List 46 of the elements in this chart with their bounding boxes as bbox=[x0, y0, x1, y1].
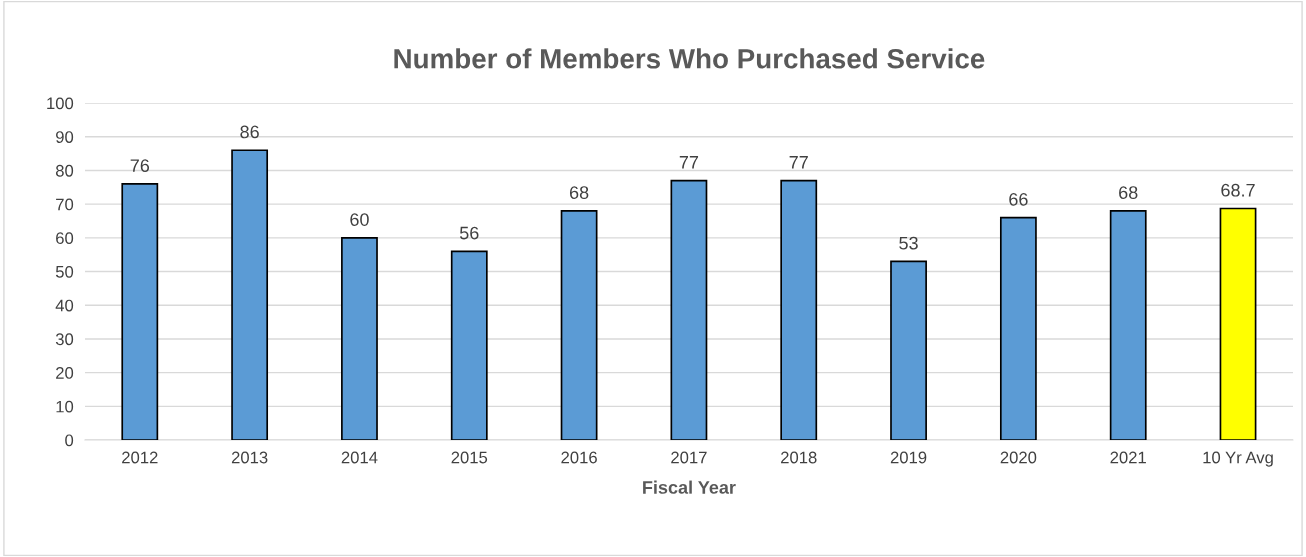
data-label: 66 bbox=[1009, 192, 1028, 206]
bar bbox=[670, 179, 708, 441]
y-tick-label: 50 bbox=[55, 265, 74, 278]
y-tick-label: 20 bbox=[56, 367, 74, 379]
bar bbox=[890, 260, 927, 441]
x-tick-label: 2015 bbox=[451, 451, 488, 464]
data-label: 68 bbox=[569, 186, 589, 199]
x-tick-label: 2014 bbox=[341, 451, 378, 464]
bar bbox=[560, 210, 598, 441]
x-tick-label: 2018 bbox=[781, 451, 817, 464]
data-label: 76 bbox=[130, 159, 150, 173]
bar bbox=[121, 183, 159, 441]
y-tick-label: 70 bbox=[56, 198, 74, 211]
chart-title: Number of Members Who Purchased Service bbox=[394, 48, 985, 69]
y-tick-label: 10 bbox=[56, 400, 74, 413]
data-label: 77 bbox=[789, 156, 808, 169]
data-label: 77 bbox=[679, 156, 699, 169]
y-tick-label: 40 bbox=[55, 299, 74, 312]
y-tick-label: 90 bbox=[56, 131, 74, 143]
bar bbox=[231, 149, 269, 441]
y-tick-label: 0 bbox=[65, 434, 74, 447]
bar bbox=[341, 237, 378, 441]
y-tick-label: 30 bbox=[55, 333, 74, 346]
bar bbox=[1109, 210, 1147, 441]
data-label: 68.7 bbox=[1221, 183, 1255, 197]
x-tick-label: 2021 bbox=[1110, 451, 1146, 464]
bar bbox=[450, 250, 488, 441]
y-tick-label: 60 bbox=[56, 232, 74, 245]
y-tick-label: 80 bbox=[55, 164, 74, 177]
data-label: 60 bbox=[350, 213, 369, 226]
x-tick-label: 2012 bbox=[122, 451, 158, 464]
bar bbox=[780, 179, 818, 441]
data-label: 68 bbox=[1119, 186, 1138, 199]
bar bbox=[1219, 207, 1257, 441]
x-tick-label: 2017 bbox=[671, 451, 707, 464]
data-label: 86 bbox=[240, 125, 259, 139]
x-tick-label: 2019 bbox=[890, 451, 927, 464]
x-tick-label: 2013 bbox=[231, 451, 268, 464]
x-tick-label: 2020 bbox=[1000, 451, 1037, 464]
bar bbox=[999, 216, 1037, 441]
y-tick-label: 100 bbox=[47, 97, 74, 110]
data-label: 56 bbox=[459, 226, 479, 240]
x-tick-label: 10 Yr Avg bbox=[1203, 451, 1273, 467]
data-label: 53 bbox=[899, 236, 918, 250]
x-tick-label: 2016 bbox=[561, 451, 597, 464]
x-axis-title: Fiscal Year bbox=[643, 480, 736, 494]
